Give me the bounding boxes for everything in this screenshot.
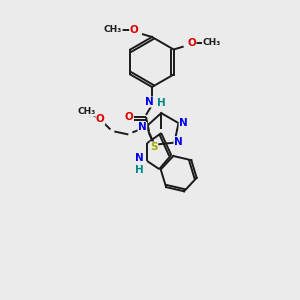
Text: O: O [124,112,134,122]
Text: O: O [130,25,138,35]
Text: N: N [135,153,144,163]
Text: N: N [174,136,183,147]
Text: H: H [135,165,144,175]
Text: CH₃: CH₃ [104,26,122,34]
Text: N: N [138,122,147,133]
Text: CH₃: CH₃ [77,107,95,116]
Text: N: N [145,97,153,107]
Text: CH₃: CH₃ [202,38,221,47]
Text: O: O [96,115,105,124]
Text: N: N [179,118,188,128]
Text: O: O [187,38,196,47]
Text: S: S [150,142,158,152]
Text: H: H [157,98,165,108]
